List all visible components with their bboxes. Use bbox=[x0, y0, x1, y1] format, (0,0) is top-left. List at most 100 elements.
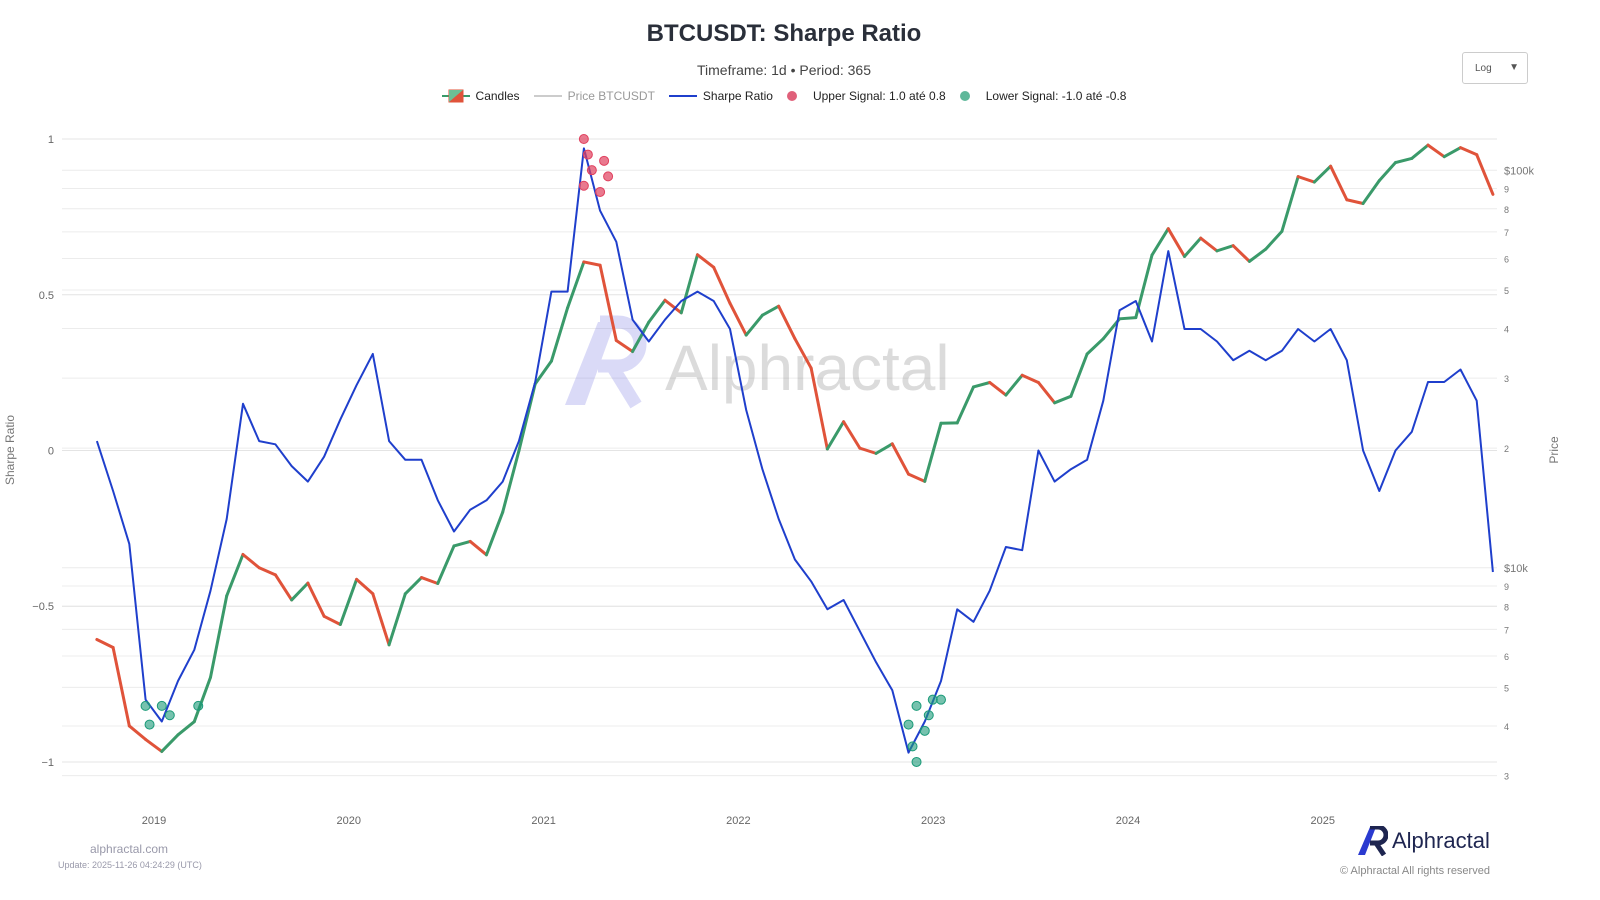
price-candle bbox=[355, 577, 375, 596]
price-candle bbox=[1329, 164, 1349, 202]
price-candle bbox=[614, 339, 635, 354]
price-candle bbox=[468, 539, 488, 557]
price-candle bbox=[1280, 175, 1300, 233]
legend-item-sharpe[interactable]: Sharpe Ratio bbox=[668, 89, 773, 103]
sharpe-ratio-line bbox=[95, 147, 1494, 754]
dropdown-arrow-icon: ▼ bbox=[1509, 62, 1519, 73]
price-candle bbox=[923, 421, 943, 483]
price-candle bbox=[208, 594, 229, 679]
price-candle bbox=[1394, 156, 1414, 165]
brand-logo: Alphractal bbox=[1356, 826, 1490, 856]
upper-signal-point bbox=[595, 186, 606, 197]
legend-label: Lower Signal: -1.0 até -0.8 bbox=[985, 89, 1127, 103]
price-candle bbox=[842, 420, 862, 450]
price-candle bbox=[257, 566, 277, 577]
price-candle bbox=[1426, 143, 1446, 159]
y-right-tick-label: 3 bbox=[1504, 374, 1509, 384]
price-candle bbox=[1377, 161, 1398, 183]
price-candle bbox=[1150, 227, 1170, 257]
y-left-tick-label: −0.5 bbox=[32, 601, 54, 613]
brand-name: Alphractal bbox=[1392, 828, 1490, 853]
price-candle bbox=[695, 253, 716, 269]
lower-signal-point bbox=[919, 725, 930, 736]
lower-signal-point bbox=[156, 700, 167, 711]
legend-item-candles[interactable]: Candles bbox=[441, 89, 520, 103]
price-candle bbox=[403, 576, 424, 596]
price-candle bbox=[273, 573, 294, 602]
price-candle bbox=[1475, 153, 1495, 196]
price-candle bbox=[890, 442, 911, 476]
price-candle bbox=[760, 304, 781, 317]
y-right-tick-label: 8 bbox=[1504, 602, 1509, 612]
price-candle bbox=[809, 366, 829, 451]
price-candle bbox=[728, 301, 748, 337]
price-candle bbox=[452, 539, 472, 548]
price-candle bbox=[241, 552, 261, 570]
price-candle bbox=[1118, 316, 1138, 321]
lower-signal-point bbox=[927, 694, 938, 705]
legend-item-price[interactable]: Price BTCUSDT bbox=[533, 89, 655, 103]
price-candle bbox=[1345, 198, 1365, 205]
x-tick-label: 2024 bbox=[1116, 815, 1140, 827]
y-right-tick-label: 6 bbox=[1504, 652, 1509, 662]
lower-signal-point bbox=[144, 719, 155, 730]
lower-signal-point bbox=[907, 741, 918, 752]
price-candle bbox=[484, 510, 505, 557]
x-tick-label: 2021 bbox=[531, 815, 555, 827]
price-candle bbox=[144, 737, 164, 753]
y-right-tick-label: 4 bbox=[1504, 324, 1509, 334]
upper-signal-point bbox=[599, 155, 610, 166]
candles-icon bbox=[441, 89, 470, 103]
watermark bbox=[565, 315, 647, 409]
price-candle bbox=[1004, 373, 1024, 397]
dot-swatch-icon bbox=[786, 91, 797, 101]
lower-signal-point bbox=[903, 719, 914, 730]
price-candle bbox=[777, 304, 797, 341]
y-left-tick-label: 0 bbox=[48, 445, 54, 457]
price-candle bbox=[420, 576, 440, 585]
chart-title: BTCUSDT: Sharpe Ratio bbox=[646, 20, 922, 47]
lower-signal-point bbox=[193, 700, 204, 711]
price-candle bbox=[712, 265, 732, 305]
price-candle bbox=[1215, 244, 1235, 253]
y-right-tick-label: 7 bbox=[1504, 228, 1509, 238]
y-left-tick-label: −1 bbox=[41, 757, 54, 769]
lower-signal-point bbox=[935, 694, 946, 705]
price-candle bbox=[338, 577, 359, 626]
price-candle bbox=[549, 306, 570, 363]
chart-subtitle: Timeframe: 1d • Period: 365 bbox=[696, 62, 871, 78]
scale-select[interactable]: Log ▼ bbox=[1462, 52, 1528, 84]
price-candle bbox=[111, 646, 131, 728]
upper-signal-point bbox=[578, 134, 589, 145]
price-candle bbox=[971, 380, 992, 389]
price-candle bbox=[1296, 175, 1316, 184]
copyright: © Alphractal All rights reserved bbox=[1340, 865, 1490, 877]
dot-swatch-icon bbox=[959, 91, 970, 101]
price-candle bbox=[1182, 236, 1203, 258]
y-right-tick-label: 5 bbox=[1504, 286, 1509, 296]
legend-label: Sharpe Ratio bbox=[702, 89, 773, 103]
price-candle bbox=[1264, 229, 1284, 251]
price-candle bbox=[679, 253, 699, 315]
legend: Candles Price BTCUSDT Sharpe Ratio Upper… bbox=[0, 89, 1568, 103]
line-swatch-icon bbox=[533, 95, 562, 97]
price-candle bbox=[176, 720, 196, 737]
price-candle bbox=[95, 637, 115, 650]
legend-item-lower-signal[interactable]: Lower Signal: -1.0 até -0.8 bbox=[959, 89, 1127, 103]
price-candle bbox=[1312, 164, 1333, 184]
price-candle bbox=[501, 449, 521, 514]
legend-item-upper-signal[interactable]: Upper Signal: 1.0 até 0.8 bbox=[786, 89, 946, 103]
y-right-tick-label: 6 bbox=[1504, 254, 1509, 264]
price-candle bbox=[371, 592, 391, 647]
line-swatch-icon bbox=[668, 95, 697, 97]
price-candle bbox=[533, 359, 553, 386]
price-candle bbox=[225, 552, 245, 598]
price-candle bbox=[1442, 146, 1462, 159]
price-candle bbox=[290, 581, 310, 602]
y-right-tick-label: 9 bbox=[1504, 184, 1509, 194]
price-candle bbox=[1410, 143, 1430, 160]
y-left-tick-label: 1 bbox=[48, 134, 54, 146]
price-candle bbox=[1036, 380, 1057, 405]
y-left-tick-label: 0.5 bbox=[39, 290, 54, 302]
legend-label: Upper Signal: 1.0 até 0.8 bbox=[812, 89, 946, 103]
